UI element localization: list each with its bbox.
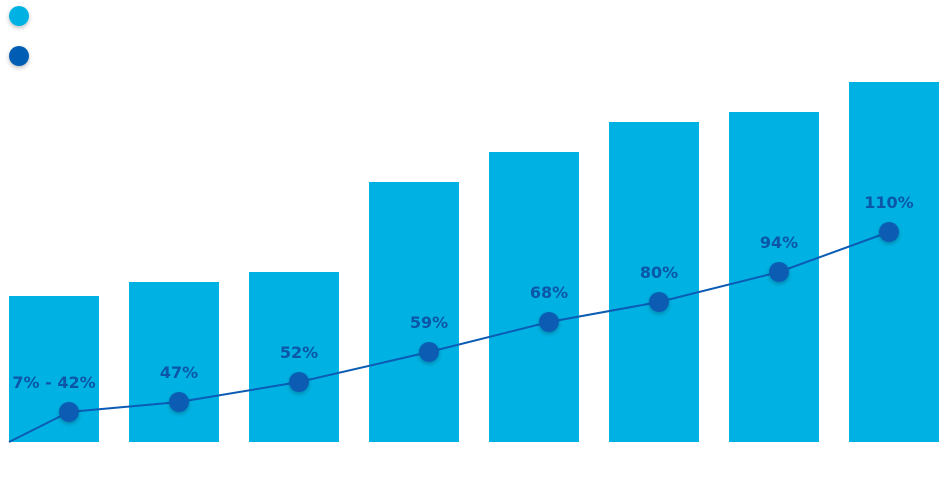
bar-8: [849, 82, 939, 442]
bar-6: [609, 122, 699, 442]
data-label-7: 94%: [760, 233, 798, 252]
bar-4: [369, 182, 459, 442]
legend-marker-2: [9, 46, 29, 66]
line-point-4: [419, 342, 439, 362]
data-label-3: 52%: [280, 343, 318, 362]
bar-1: [9, 296, 99, 442]
bars: [9, 82, 939, 442]
legend: [9, 6, 29, 66]
data-label-2: 47%: [160, 363, 198, 382]
line-point-7: [769, 262, 789, 282]
line-point-6: [649, 292, 669, 312]
data-label-5: 68%: [530, 283, 568, 302]
bar-5: [489, 152, 579, 442]
line-point-1: [59, 402, 79, 422]
line-point-3: [289, 372, 309, 392]
bar-2: [129, 282, 219, 442]
data-label-8: 110%: [864, 193, 913, 212]
line-point-5: [539, 312, 559, 332]
line-point-8: [879, 222, 899, 242]
line-point-2: [169, 392, 189, 412]
data-labels: 7% - 42% 47% 52% 59% 68% 80% 94% 110%: [12, 193, 913, 392]
data-label-4: 59%: [410, 313, 448, 332]
bar-3: [249, 272, 339, 442]
legend-marker-1: [9, 6, 29, 26]
data-label-1: 7% - 42%: [12, 373, 95, 392]
data-label-6: 80%: [640, 263, 678, 282]
line-series: [8, 222, 899, 443]
